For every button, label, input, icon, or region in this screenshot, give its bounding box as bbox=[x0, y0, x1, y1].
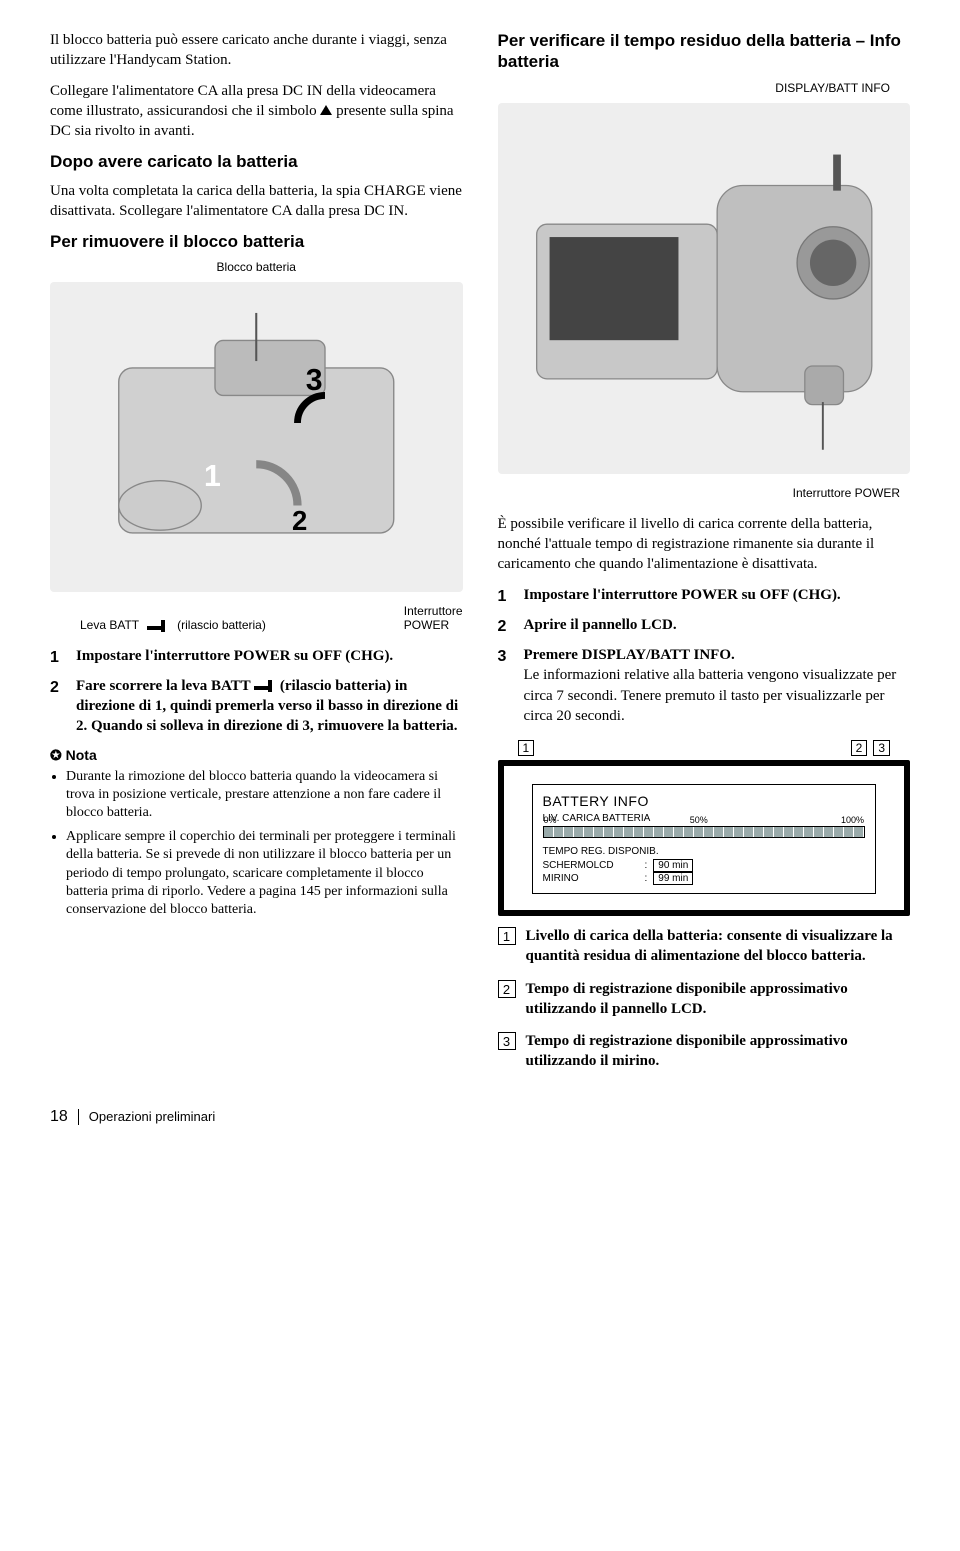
page-footer: 18 Operazioni preliminari bbox=[50, 1108, 910, 1126]
svg-text:2: 2 bbox=[292, 505, 307, 536]
section-title: Operazioni preliminari bbox=[89, 1109, 215, 1124]
desc-2: 2 Tempo di registrazione disponibile appr… bbox=[498, 979, 911, 1020]
right-step-2-text: Aprire il pannello LCD. bbox=[524, 617, 677, 633]
camcorder-illustration bbox=[498, 103, 911, 474]
lcd-title: BATTERY INFO bbox=[543, 793, 866, 809]
battery-release-icon bbox=[254, 680, 276, 692]
lcd-frame: BATTERY INFO LIV. CARICA BATTERIA 0% 50%… bbox=[498, 760, 911, 916]
intro-p2: Collegare l'alimentatore CA alla presa D… bbox=[50, 81, 463, 142]
right-step-3b: Le informazioni relative alla batteria v… bbox=[524, 667, 897, 724]
svg-text:1: 1 bbox=[204, 460, 221, 493]
display-batt-label: DISPLAY/BATT INFO bbox=[498, 81, 911, 95]
right-intro: È possibile verificare il livello di car… bbox=[498, 514, 911, 575]
battery-caption: Blocco batteria bbox=[50, 260, 463, 274]
lcd-row1-value: 90 min bbox=[653, 859, 693, 872]
right-step-2: Aprire il pannello LCD. bbox=[498, 615, 911, 635]
after-charge-heading: Dopo avere caricato la batteria bbox=[50, 151, 463, 172]
lcd-pct-100: 100% bbox=[841, 815, 864, 825]
left-step-1: Impostare l'interruttore POWER su OFF (C… bbox=[50, 646, 463, 666]
lcd-pct-50: 50% bbox=[690, 815, 708, 825]
camcorder-illustration-svg bbox=[498, 103, 911, 474]
desc-1: 1 Livello di carica della batteria: conse… bbox=[498, 926, 911, 967]
lcd-row2-value: 99 min bbox=[653, 872, 693, 885]
battery-release-icon bbox=[147, 620, 169, 632]
nota-1: Durante la rimozione del blocco batteria… bbox=[66, 768, 463, 823]
desc-2-text: Tempo di registrazione disponibile appro… bbox=[526, 981, 848, 1017]
rilascio-label: (rilascio batteria) bbox=[177, 618, 266, 632]
battery-illustration-svg: 3 1 2 bbox=[50, 282, 463, 591]
right-step-1: Impostare l'interruttore POWER su OFF (C… bbox=[498, 585, 911, 605]
right-step-1-text: Impostare l'interruttore POWER su OFF (C… bbox=[524, 587, 841, 603]
leva-batt-label: Leva BATT bbox=[80, 618, 139, 632]
lcd-pct-0: 0% bbox=[544, 815, 557, 825]
right-step-3: Premere DISPLAY/BATT INFO. Le informazio… bbox=[498, 645, 911, 726]
left-step-2a: Fare scorrere la leva BATT bbox=[76, 678, 254, 694]
desc-1-text: Livello di carica della batteria: consen… bbox=[526, 928, 893, 964]
power-switch-label-right: Interruttore POWER bbox=[498, 486, 911, 500]
desc-2-idx: 2 bbox=[498, 980, 516, 998]
nota-2: Applicare sempre il coperchio dei termin… bbox=[66, 828, 463, 919]
right-step-3a: Premere DISPLAY/BATT INFO. bbox=[524, 647, 735, 663]
desc-1-idx: 1 bbox=[498, 927, 516, 945]
intro-p1: Il blocco batteria può essere caricato a… bbox=[50, 30, 463, 71]
lcd-marker-1: 1 bbox=[518, 740, 535, 756]
remove-battery-heading: Per rimuovere il blocco batteria bbox=[50, 231, 463, 252]
lcd-time-label: TEMPO REG. DISPONIB. bbox=[543, 846, 866, 857]
lcd-charge-bar: 0% 50% 100% bbox=[543, 826, 866, 838]
page-number: 18 bbox=[50, 1108, 68, 1126]
lcd-screen: BATTERY INFO LIV. CARICA BATTERIA 0% 50%… bbox=[532, 784, 877, 894]
triangle-up-icon bbox=[320, 105, 332, 115]
lcd-row1-label: SCHERMOLCD bbox=[543, 860, 639, 871]
lcd-marker-3: 3 bbox=[873, 740, 890, 756]
nota-heading-text: Nota bbox=[66, 747, 97, 763]
nota-heading: ✪ Nota bbox=[50, 747, 463, 764]
lcd-row2-label: MIRINO bbox=[543, 873, 639, 884]
lcd-charge-fill bbox=[544, 827, 865, 837]
power-switch-label: Interruttore POWER bbox=[404, 604, 463, 632]
after-charge-text: Una volta completata la carica della bat… bbox=[50, 181, 463, 222]
desc-3: 3 Tempo di registrazione disponibile appr… bbox=[498, 1031, 911, 1072]
battery-illustration: 3 1 2 bbox=[50, 282, 463, 591]
info-icon: ✪ bbox=[50, 747, 62, 763]
desc-3-text: Tempo di registrazione disponibile appro… bbox=[526, 1033, 848, 1069]
desc-3-idx: 3 bbox=[498, 1032, 516, 1050]
left-step-1-text: Impostare l'interruttore POWER su OFF (C… bbox=[76, 648, 393, 664]
svg-text:3: 3 bbox=[306, 364, 323, 397]
left-step-2: Fare scorrere la leva BATT (rilascio bat… bbox=[50, 676, 463, 737]
lcd-marker-2: 2 bbox=[851, 740, 868, 756]
verify-time-heading: Per verificare il tempo residuo della ba… bbox=[498, 30, 911, 73]
